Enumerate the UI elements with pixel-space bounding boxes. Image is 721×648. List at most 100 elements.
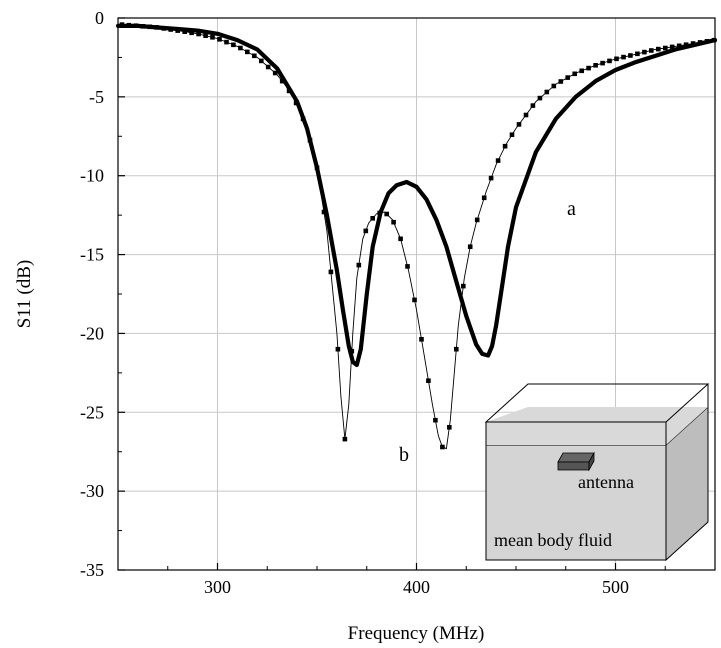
- antenna-block-top: [557, 452, 595, 463]
- series-b-marker: [467, 244, 473, 249]
- y-tick-label: -5: [89, 87, 104, 107]
- series-b-marker: [669, 44, 675, 50]
- series-b-marker: [607, 58, 612, 64]
- series-b-marker: [621, 54, 626, 60]
- series-b-marker: [426, 378, 431, 383]
- series-b-marker: [238, 45, 243, 51]
- series-b-marker: [405, 264, 410, 269]
- series-b-marker: [628, 53, 633, 58]
- x-tick-label: 500: [602, 577, 629, 597]
- series-b-marker: [565, 75, 570, 80]
- series-b-marker: [147, 24, 153, 30]
- series-b-marker: [328, 269, 334, 275]
- phantom-fluid-top: [486, 407, 708, 445]
- x-tick-label: 300: [204, 577, 231, 597]
- y-tick-label: -30: [80, 481, 104, 501]
- series-b-marker: [370, 216, 375, 221]
- series-b-marker: [537, 95, 543, 101]
- y-tick-label: -15: [80, 245, 104, 265]
- antenna-block-front: [557, 461, 590, 471]
- series-b-marker: [663, 45, 668, 51]
- series-b-marker: [440, 444, 445, 450]
- series-b-marker: [377, 210, 382, 216]
- series-b-marker: [398, 236, 403, 242]
- series-b-marker: [231, 42, 236, 48]
- series-b-marker: [474, 217, 480, 223]
- series-b-marker: [175, 28, 180, 33]
- series-b-marker: [516, 122, 522, 127]
- series-b-marker: [530, 103, 536, 108]
- series-b-marker: [704, 39, 710, 44]
- series-a-line: [115, 23, 718, 368]
- series-b-marker: [196, 31, 201, 37]
- series-b-marker: [558, 79, 564, 84]
- y-tick-label: -35: [80, 560, 104, 580]
- series-b-marker: [349, 348, 355, 354]
- series-b-marker: [286, 88, 292, 94]
- grid: [118, 18, 715, 570]
- antenna-block-side: [588, 451, 595, 472]
- x-axis-title: Frequency (MHz): [348, 623, 485, 644]
- series-b-marker: [454, 346, 459, 352]
- fluid-label: mean body fluid: [494, 530, 612, 550]
- series-b-marker: [119, 22, 125, 27]
- series-b: [117, 22, 717, 450]
- series-b-marker: [203, 33, 208, 38]
- series-b-marker: [272, 70, 278, 76]
- series-b-marker: [614, 56, 619, 62]
- series-b-marker: [600, 60, 605, 66]
- series-b-marker: [656, 46, 661, 52]
- series-b-marker: [384, 211, 389, 217]
- series-b-marker: [133, 23, 139, 28]
- series-b-marker: [676, 43, 682, 49]
- series-b-marker: [161, 26, 167, 31]
- series-b-marker: [182, 29, 187, 34]
- series-b-marker: [433, 417, 438, 423]
- series-b-marker: [356, 262, 362, 268]
- series-b-marker: [217, 37, 222, 42]
- series-b-marker: [586, 65, 591, 71]
- y-axis-title: S11 (dB): [14, 260, 35, 328]
- series-b-marker: [154, 25, 160, 30]
- series-b-marker: [189, 30, 194, 36]
- series-b-marker: [342, 436, 348, 442]
- series-b-marker: [642, 49, 647, 55]
- series-b-marker: [252, 53, 257, 59]
- series-b-marker: [224, 39, 229, 45]
- series-b-marker: [635, 51, 640, 57]
- series-b-marker: [259, 58, 264, 64]
- series-b-marker: [245, 49, 250, 55]
- series-b-marker: [447, 425, 452, 430]
- series-b-marker: [321, 209, 327, 215]
- x-tick-label: 400: [403, 577, 430, 597]
- series-b-marker: [502, 143, 508, 149]
- series-b-marker: [523, 112, 529, 118]
- series-b-marker: [293, 100, 299, 106]
- y-tick-label: -10: [80, 166, 104, 186]
- series-b-marker: [126, 22, 132, 28]
- series-b-marker: [481, 195, 487, 201]
- series-b-marker: [300, 116, 306, 122]
- y-tick-label: -20: [80, 323, 104, 343]
- series-b-marker: [593, 63, 598, 68]
- phantom-box-illustration: antenna mean body fluid: [484, 383, 710, 562]
- series-b-marker: [314, 165, 320, 171]
- series-b-marker: [509, 132, 515, 137]
- series-b-marker: [495, 158, 501, 163]
- series-b-marker: [363, 228, 369, 234]
- series-b-marker: [307, 137, 313, 143]
- series-b-marker: [461, 283, 466, 289]
- series-b-marker: [335, 346, 341, 352]
- series-b-annotation: b: [399, 444, 409, 466]
- series-b-marker: [279, 78, 285, 84]
- series-a-annotation: a: [567, 198, 576, 220]
- ticks: 300 400 500 0 -5 -10 -15 -20 -25 -30 -35: [80, 8, 716, 597]
- series-b-marker: [690, 41, 696, 46]
- series-b-marker: [649, 48, 654, 53]
- series-b-marker: [579, 68, 584, 74]
- series-a: [115, 23, 718, 368]
- y-tick-label: 0: [95, 8, 104, 28]
- antenna-label: antenna: [578, 472, 634, 492]
- series-b-marker: [265, 64, 271, 70]
- series-b-marker: [572, 71, 577, 77]
